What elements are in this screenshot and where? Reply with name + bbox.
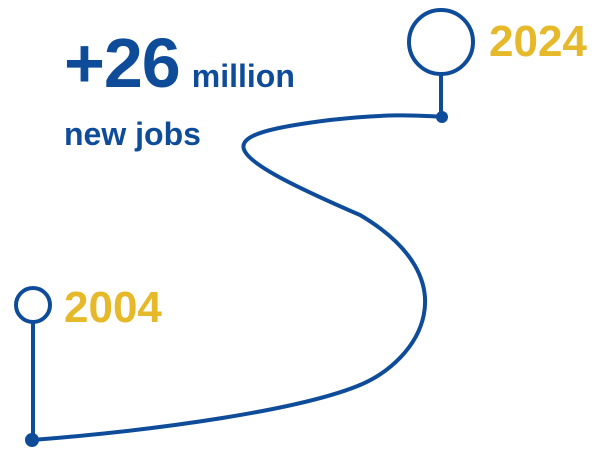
end-year-label: 2024 <box>489 17 587 66</box>
timeline-path <box>30 113 444 442</box>
start-marker-ring <box>14 286 52 324</box>
headline-subtitle: new jobs <box>64 116 201 152</box>
end-point-dot <box>436 111 448 123</box>
headline-unit: million <box>191 58 295 94</box>
headline: +26 million <box>64 28 295 98</box>
start-year-label: 2004 <box>64 283 162 332</box>
headline-number: +26 <box>64 24 181 102</box>
start-point-dot <box>25 433 39 447</box>
end-marker-ring <box>407 8 475 76</box>
